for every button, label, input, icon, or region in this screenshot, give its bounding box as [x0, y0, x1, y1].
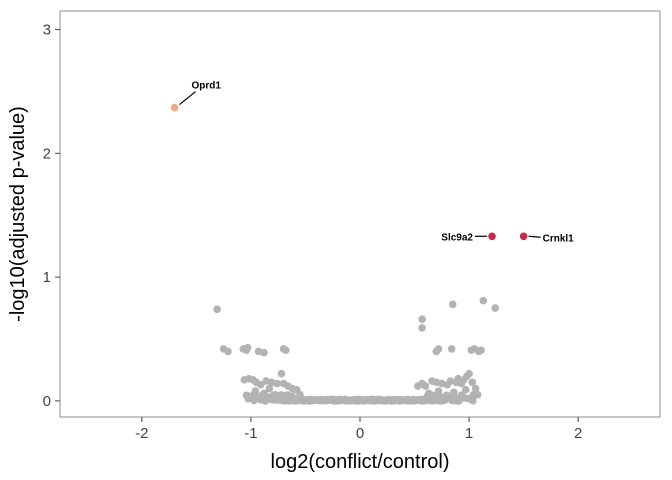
point-highlighted: [170, 103, 179, 112]
point: [465, 369, 473, 378]
point: [243, 343, 252, 352]
x-tick-label: -2: [135, 425, 148, 442]
point: [296, 390, 304, 399]
label-leader-line: [179, 91, 196, 106]
point: [477, 346, 485, 354]
point: [450, 388, 458, 397]
y-tick-label: 0: [43, 393, 51, 410]
x-axis-title: log2(conflict/control): [271, 451, 450, 473]
point-highlighted: [519, 232, 528, 241]
x-tick-label: 1: [465, 425, 473, 442]
point-dense: [349, 396, 358, 404]
point: [265, 384, 274, 393]
point: [271, 390, 279, 399]
point-dense: [371, 396, 380, 405]
point-dense: [451, 396, 459, 405]
point: [462, 385, 470, 394]
point: [424, 389, 433, 398]
plot-panel: [59, 10, 661, 418]
point-dense: [288, 392, 297, 400]
y-tick-label: 1: [43, 269, 51, 286]
point: [213, 305, 221, 314]
point-dense: [469, 397, 477, 405]
y-axis: 0 1 2 3: [43, 22, 60, 410]
point: [277, 369, 286, 378]
point-dense: [247, 392, 255, 401]
point: [474, 390, 482, 399]
point: [491, 304, 500, 312]
point-dense: [442, 393, 450, 401]
point: [434, 387, 443, 395]
point: [418, 324, 426, 332]
x-axis: -2 -1 0 1 2: [135, 417, 582, 442]
x-tick-label: 2: [574, 425, 582, 442]
points-layer: [213, 296, 500, 405]
point: [421, 382, 430, 390]
y-tick-label: 2: [43, 145, 51, 162]
point: [273, 379, 281, 388]
point: [260, 389, 268, 398]
point-dense: [390, 396, 399, 405]
point: [282, 346, 290, 354]
point: [260, 348, 268, 357]
point-dense: [299, 396, 308, 405]
point-dense: [342, 396, 351, 405]
point: [434, 345, 443, 353]
point-dense: [457, 391, 466, 399]
point-dense: [413, 395, 422, 404]
point: [448, 300, 457, 309]
point: [256, 381, 265, 389]
y-tick-label: 3: [43, 22, 51, 39]
point: [447, 345, 456, 353]
point-dense: [306, 395, 314, 404]
point-dense: [335, 396, 344, 404]
point: [251, 387, 260, 395]
point-dense: [428, 395, 437, 404]
highlight-layer: Oprd1 Slc9a2 Crnkl1: [170, 81, 575, 244]
gene-label: Oprd1: [192, 81, 222, 92]
point-dense: [316, 396, 324, 405]
point: [418, 315, 426, 324]
point-dense: [405, 396, 413, 405]
x-tick-label: 0: [356, 425, 364, 442]
point-dense: [362, 395, 371, 404]
x-tick-label: -1: [244, 425, 257, 442]
point-highlighted: [488, 232, 496, 241]
label-leader-line: [528, 235, 541, 238]
y-axis-title: -log10(adjusted p-value): [7, 106, 29, 322]
point: [471, 384, 480, 393]
point: [468, 378, 477, 387]
gene-label: Slc9a2: [441, 232, 473, 243]
point: [224, 347, 232, 356]
gene-label: Crnkl1: [543, 233, 575, 244]
point: [479, 296, 488, 305]
point-dense: [282, 394, 290, 402]
